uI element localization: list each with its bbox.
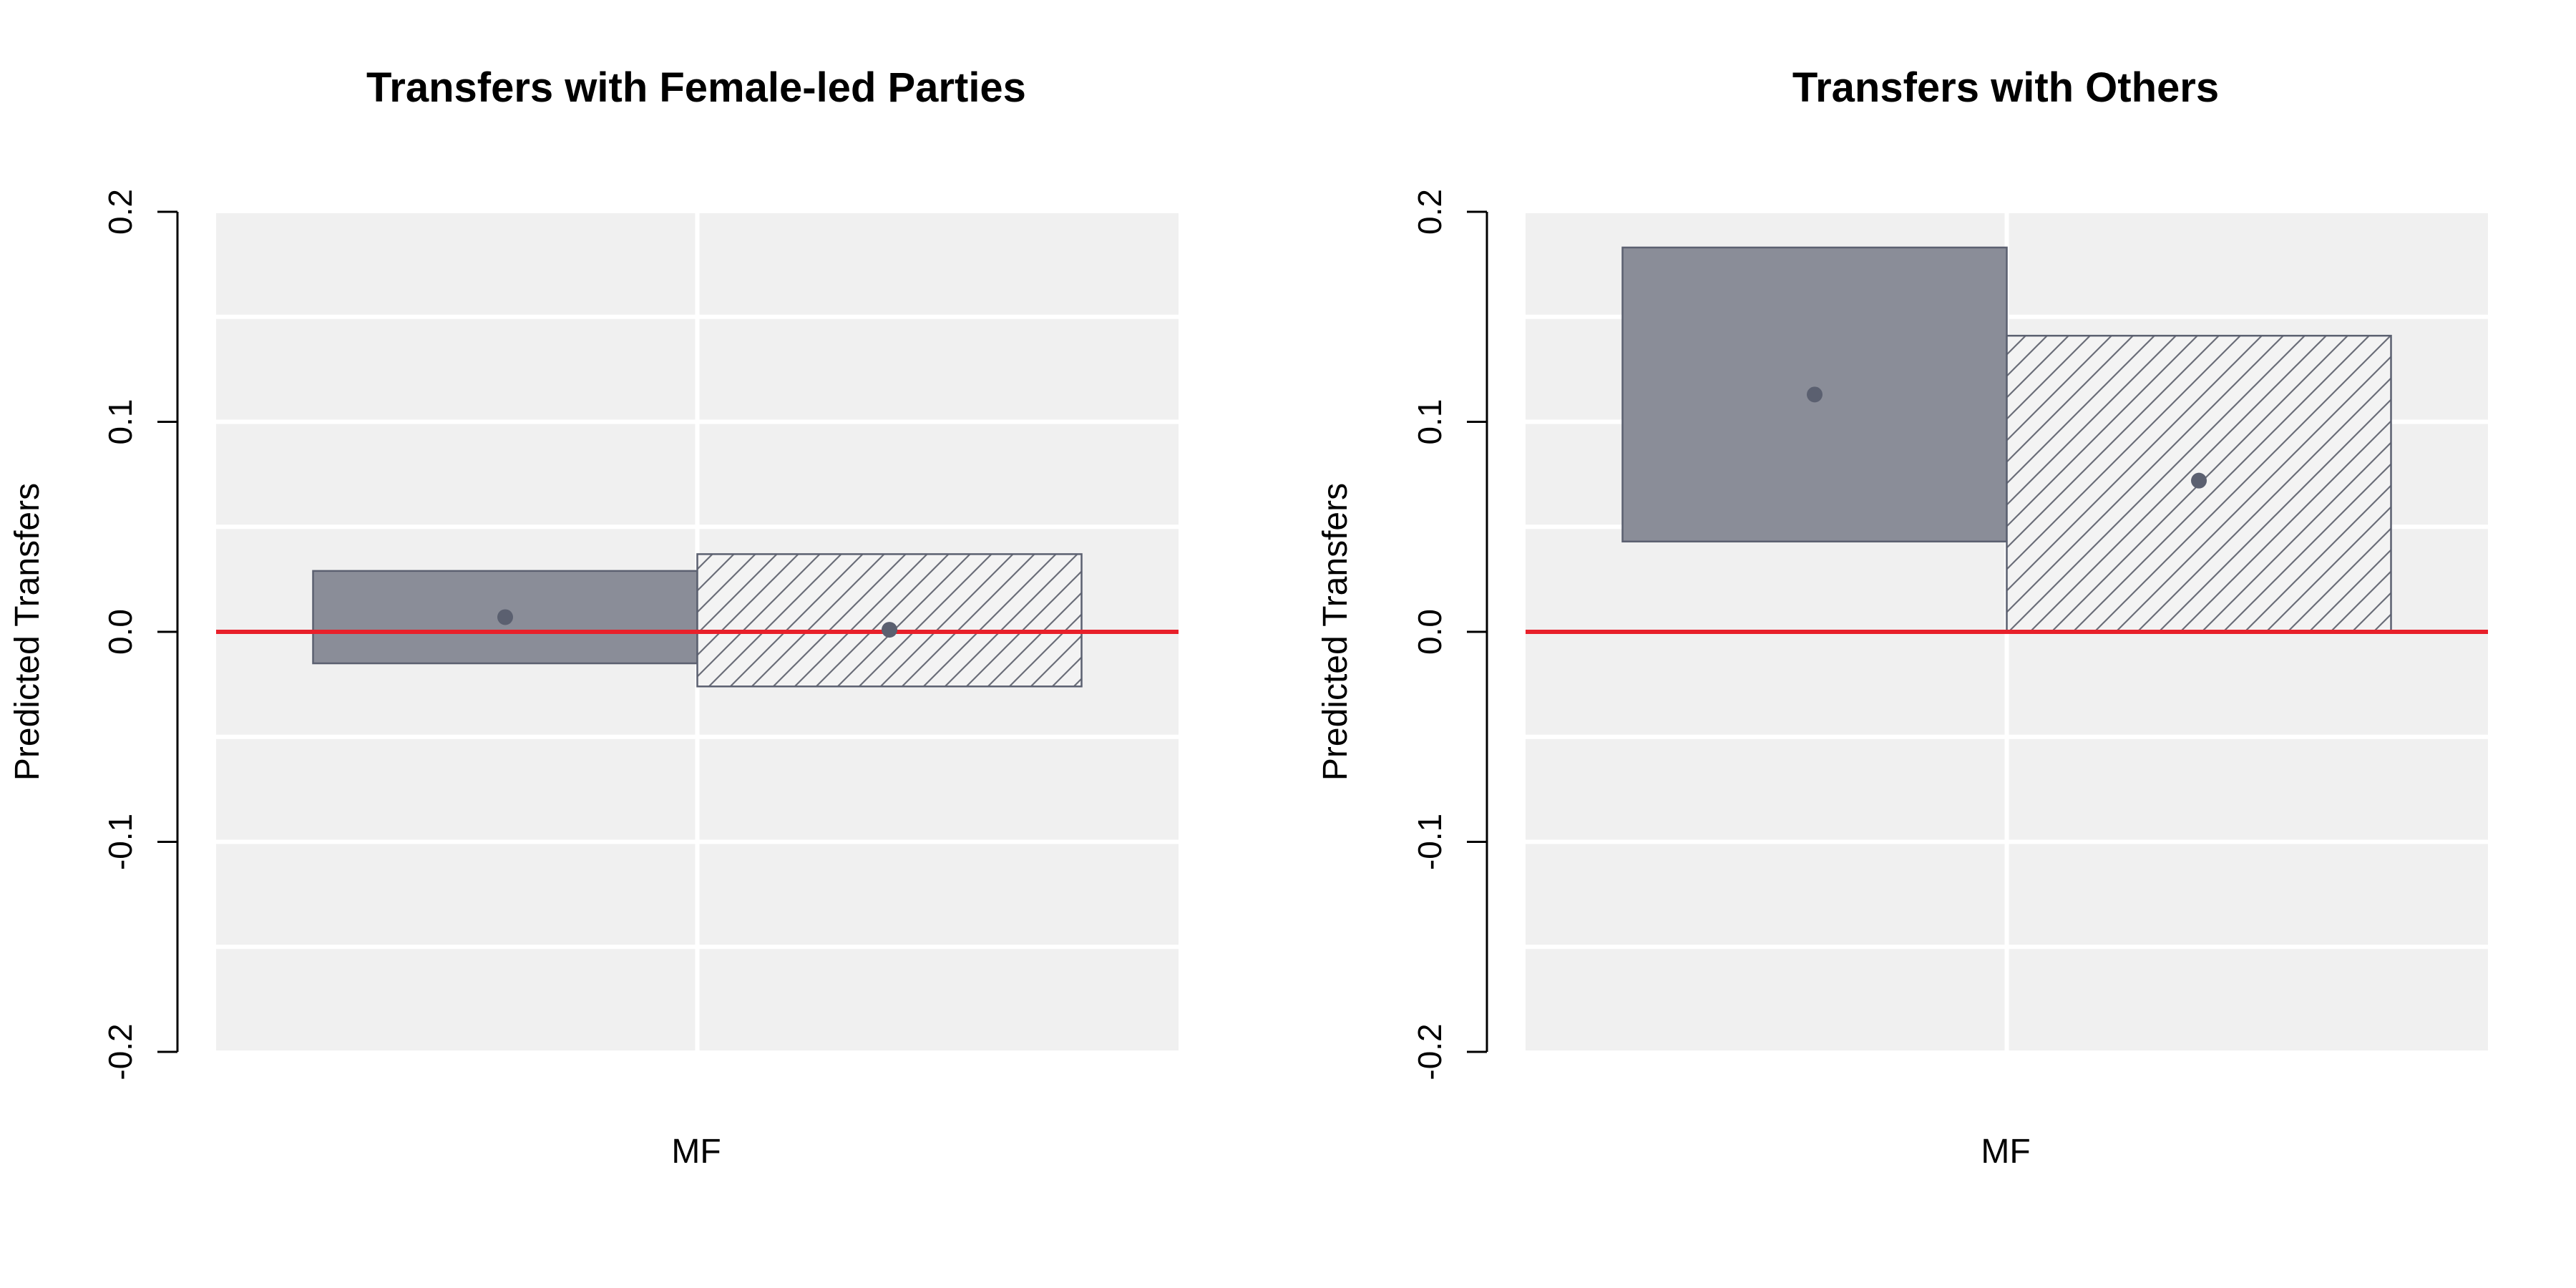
chart-title: Transfers with Female-led Parties: [366, 64, 1026, 111]
points: [1807, 386, 2207, 489]
point-estimate: [882, 622, 897, 638]
y-axis: [157, 210, 179, 1053]
y-tick-label: -0.2: [102, 1023, 139, 1080]
y-tick-label: -0.1: [102, 814, 139, 870]
y-tick-label: 0.1: [102, 399, 139, 445]
points: [497, 609, 897, 638]
y-tick-label: 0.1: [1411, 399, 1448, 445]
y-axis-label: Predicted Transfers: [9, 483, 47, 781]
x-category-label: MF: [1981, 1133, 2030, 1171]
point-estimate: [1807, 386, 1823, 403]
y-tick-label: -0.1: [1411, 814, 1448, 870]
point-estimate: [2191, 472, 2207, 489]
y-tick-label: 0.0: [1411, 609, 1448, 655]
y-tick-label: 0.0: [102, 609, 139, 655]
chart-panel-others: Transfers with Others -0.2-0.10.00.10.2 …: [1317, 64, 2488, 1171]
y-tick-labels: -0.2 -0.1 0.0 0.1 0.2: [1411, 189, 1448, 1080]
chart-title: Transfers with Others: [1792, 64, 2219, 111]
x-category-label: MF: [671, 1133, 721, 1171]
y-tick-label: -0.2: [1411, 1023, 1448, 1080]
y-axis: [1467, 210, 1488, 1053]
y-tick-label: 0.2: [102, 189, 139, 235]
chart-panel-female-led: Transfers with Female-led Parties -0.2-0…: [9, 64, 1179, 1171]
y-tick-label: 0.2: [1411, 189, 1448, 235]
y-tick-labels: -0.2 -0.1 0.0 0.1 0.2: [102, 189, 139, 1080]
point-estimate: [497, 609, 513, 625]
y-axis-label: Predicted Transfers: [1317, 483, 1355, 781]
bar-interval-hatched: [696, 553, 1083, 688]
